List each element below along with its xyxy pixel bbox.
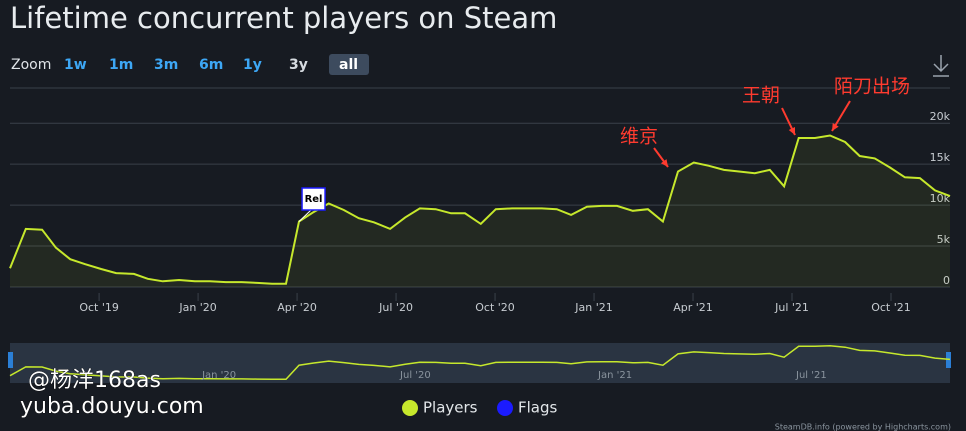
zoom-button[interactable]: 1m (109, 57, 133, 73)
credit: SteamDB.info (powered by Highcharts.com) (775, 423, 951, 431)
annotation-arrowhead (832, 123, 839, 131)
x-tick-label: Jul '21 (774, 301, 809, 314)
zoom-button-bg (329, 54, 369, 75)
x-tick-label: Jul '20 (378, 301, 413, 314)
navigator-handle[interactable] (8, 352, 13, 368)
annotation: 王朝 (742, 85, 780, 107)
flag[interactable] (301, 187, 326, 211)
navigator-line (9, 344, 951, 381)
y-tick-label: 5k (937, 233, 951, 246)
flag-label: Rel (305, 194, 323, 205)
x-tick-label: Jan '20 (178, 301, 216, 314)
x-tick-label: Jan '21 (574, 301, 612, 314)
navigator-tick-label: Jan '20 (201, 370, 236, 381)
navigator-tick-label: Jan '21 (597, 370, 632, 381)
flag-stem (298, 209, 312, 222)
zoom-button[interactable]: 1w (64, 57, 87, 73)
legend-label[interactable]: Players (423, 399, 478, 417)
legend-marker[interactable] (497, 400, 513, 416)
x-tick-label: Oct '20 (475, 301, 515, 314)
x-tick-label: Oct '19 (79, 301, 119, 314)
zoom-button[interactable]: 3m (154, 57, 178, 73)
y-tick-label: 0 (943, 274, 950, 287)
watermark: yuba.douyu.com (20, 394, 204, 419)
series-line (9, 134, 951, 285)
y-tick-label: 20k (930, 110, 951, 123)
y-tick-label: 15k (930, 151, 951, 164)
annotation: 维京 (620, 126, 658, 148)
legend-label[interactable]: Flags (518, 399, 558, 417)
annotation-arrowhead (660, 159, 668, 167)
annotation: 陌刀出场 (834, 76, 910, 98)
zoom-label: Zoom (11, 57, 51, 73)
zoom-button[interactable]: 1y (243, 57, 262, 73)
navigator-tick-label: Jul '21 (795, 370, 827, 381)
zoom-button[interactable]: all (339, 57, 358, 73)
legend-marker[interactable] (402, 400, 418, 416)
x-tick-label: Apr '21 (673, 301, 713, 314)
area-fill (10, 135, 950, 287)
annotation-arrowhead (788, 127, 796, 135)
watermark: @杨洋168as (28, 368, 161, 393)
chart-title: Lifetime concurrent players on Steam (10, 1, 557, 35)
download-icon[interactable] (933, 55, 949, 77)
zoom-button[interactable]: 6m (199, 57, 223, 73)
zoom-button[interactable]: 3y (289, 57, 308, 73)
x-tick-label: Oct '21 (871, 301, 911, 314)
navigator-tick-label: Jul '20 (399, 370, 431, 381)
x-tick-label: Apr '20 (277, 301, 317, 314)
